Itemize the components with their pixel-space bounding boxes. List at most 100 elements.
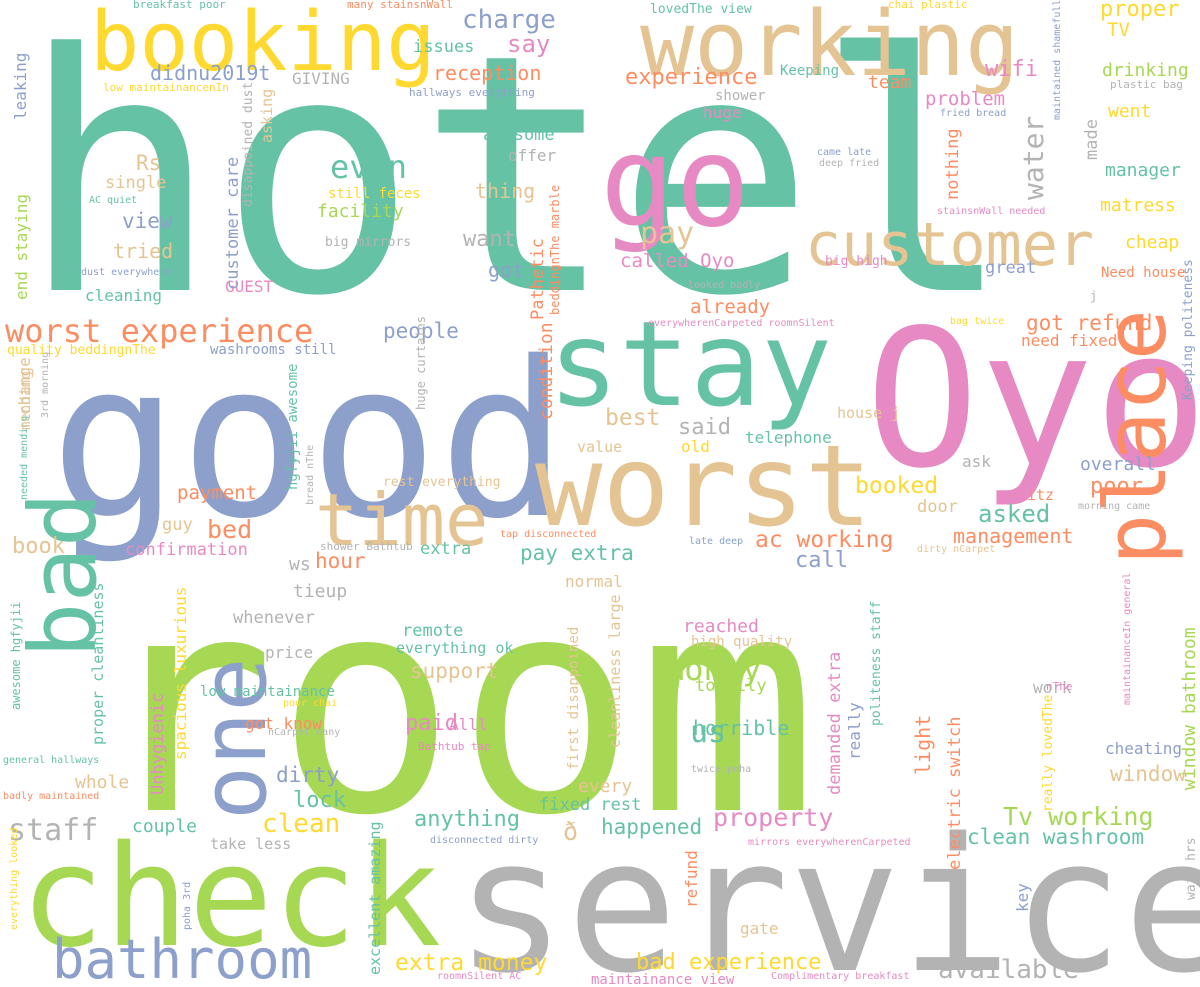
word-poor: poor [1090,474,1143,499]
word-needed-mending: needed mending [19,416,30,500]
word-happened: happened [601,815,702,839]
word-rs: Rs [136,151,161,175]
word-end-staying: end staying [12,194,31,300]
word-whole: whole [75,772,129,793]
word-awesome-hgfyjii: awesome hgfyjii [9,602,23,710]
word-old: old [681,437,710,456]
word-asked: asked [978,500,1050,528]
word-extra: extra [420,539,471,559]
word-extra-money: extra money [395,950,547,976]
word-twice-poha: twice poha [691,764,751,775]
word-condition: condition [536,322,557,420]
word-manager: manager [1105,160,1181,181]
word-property: property [713,803,833,832]
word-single: single [105,173,166,193]
word-asking: asking [258,89,276,143]
word-chai-plastic: chai plastic [888,0,967,11]
word-pay: pay [640,216,694,251]
word-price: price [265,643,313,662]
word-house-j: house j [837,404,900,422]
word-reached: reached [683,616,759,637]
word-team: team [868,72,911,93]
word-go: go [600,110,751,255]
word-paid: paid [405,711,458,736]
word-couple: couple [132,816,197,837]
word-got-refund: got refund [1026,311,1152,335]
word-pay-extra: pay extra [520,541,634,565]
word-oyo: Oyo [865,289,1200,510]
word-roomnsilent-ac: roomnSilent AC [437,971,521,982]
word-bag-twice: bag twice [950,316,1004,327]
word-deep-fried: deep fried [819,158,879,169]
word-poha-3rd: poha 3rd [182,882,193,930]
word-maintained-shamefully: maintained shamefully [1052,0,1063,120]
word-booking: booking [90,0,436,90]
word-light: light [911,715,935,775]
word-clean-washroom: clean washroom [967,825,1144,849]
word-guy: guy [162,515,193,535]
word-electric-switch: electric switch [945,716,965,870]
word-poor-chai: poor chai [283,698,337,709]
word-rest-everything: rest everything [383,475,500,490]
word-tieup: tieup [293,581,347,602]
word-great: great [985,258,1036,278]
word-looked-badly: looked badly [688,280,760,291]
word-experience: experience [625,65,757,90]
word-mending: mending [18,371,34,430]
word-window-bathroom: window bathroom [1179,627,1200,790]
word-window: window [1110,762,1186,786]
word-need-house: Need house [1101,265,1185,281]
word-alll: Alll [449,715,488,734]
word-still-feces: still feces [328,186,421,202]
word-tv-working: Tv working [1003,802,1154,831]
word-view: view [122,209,173,233]
word-change: change [15,357,34,415]
word-issues: issues [413,37,474,57]
word-quality-beddingnthe: quality beddingnThe [7,343,156,358]
word-hgfyjii-awesome: hgfyjii awesome [285,364,301,490]
word-people: people [383,319,459,343]
word-thing: thing [475,179,535,203]
word-time: time [315,478,488,562]
word-dirty: dirty [276,763,339,787]
word-bread-nthe: bread nThe [305,445,316,505]
word-one: one [182,657,287,820]
word-take-less: take less [210,835,291,853]
word-gate: gate [740,919,779,938]
word-huge-curtains: huge curtains [414,316,428,410]
word-check: check [20,816,441,979]
word-stainsnwall-needed: stainsnWall needed [937,206,1045,217]
word-dust-everywhere: dust everywhere [81,267,171,278]
word-bathroom: bathroom [52,928,312,987]
word-available: available [938,955,1079,985]
word-badly-maintained: badly maintained [3,791,99,802]
word-us: us [690,715,726,750]
word-made: made [1082,119,1102,160]
word-demanded-extra: demanded extra [825,652,845,795]
word-beddingnthe-marble: beddingnThe marble [548,185,562,315]
word-complimentary-breakfast: Complimentary breakfast [771,971,909,982]
word-stay: stay [548,295,832,433]
word-management: management [953,524,1073,548]
word-leaking: leaking [11,53,30,120]
word-totally: totally [695,676,767,696]
word-drinking: drinking [1102,60,1189,81]
word-big-mirrors: big mirrors [325,235,411,250]
word-disconnected-dirty: disconnected dirty [430,835,538,846]
word-key: key [1013,883,1032,912]
word-remote: remote [402,621,463,641]
word-really: really [845,702,864,760]
word-door: door [917,497,958,517]
word-tap-disconnected: tap disconnected [500,529,596,540]
word-maintainance-view: maintainance view [591,972,735,987]
word-anything: anything [414,807,520,832]
word-got-know: got know [245,714,322,733]
word-customer: customer [805,210,1094,280]
word-customer-care: customer care [223,157,243,290]
word-late-deep: late deep [689,536,743,547]
word-room: room [95,532,817,881]
word-mirrors-everywherencarpeted: mirrors everywherenCarpeted [748,837,911,848]
word-proper-cleanliness: proper cleanliness [89,582,107,745]
